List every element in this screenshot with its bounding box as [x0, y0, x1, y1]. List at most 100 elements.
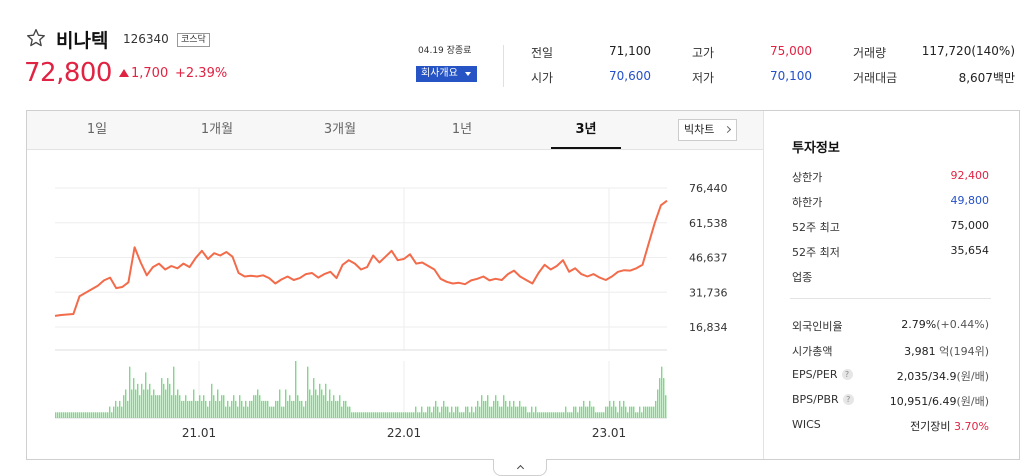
volume-bar [159, 395, 161, 418]
volume-bar [91, 412, 93, 418]
market-cap-value: 3,981 억(194위) [904, 343, 989, 359]
volume-bar [545, 412, 547, 418]
wics-value: 전기장비 3.70% [910, 418, 989, 434]
chart-panel: 1일 1개월 3개월 1년 3년 빅차트 76,440 61,538 46,637 3… [26, 110, 1020, 460]
volume-bar [625, 406, 627, 418]
volume-bar [101, 412, 103, 418]
prev-close-value: 71,100 [609, 44, 651, 58]
chevron-up-icon [516, 464, 525, 473]
tab-1m[interactable]: 1개월 [200, 122, 234, 137]
volume-bar [475, 406, 477, 418]
volume-bar [257, 389, 259, 418]
bps-pbr-label: BPS/PBR? [792, 393, 854, 406]
volume-bar [585, 406, 587, 418]
volume-bar [63, 412, 65, 418]
volume-bar [541, 412, 543, 418]
tab-3m[interactable]: 3개월 [323, 122, 357, 137]
volume-bar [591, 406, 593, 418]
volume-bar [281, 406, 283, 418]
volume-bar [115, 400, 117, 418]
volume-bar [311, 395, 313, 418]
volume-bar [651, 406, 653, 418]
volume-bar [617, 412, 619, 418]
volume-bar [93, 412, 95, 418]
volume-bar [217, 389, 219, 418]
volume-bar [235, 400, 237, 418]
volume-bar [605, 406, 607, 418]
volume-bar [185, 395, 187, 418]
volume-bar [151, 395, 153, 418]
volume-bar [539, 412, 541, 418]
volume-bar [503, 395, 505, 418]
volume-bar [381, 412, 383, 418]
volume-bar [241, 400, 243, 418]
volume-bar [147, 389, 149, 418]
volume-bar [383, 412, 385, 418]
volume-bar [395, 412, 397, 418]
help-icon[interactable]: ? [842, 394, 854, 405]
volume-bar [451, 406, 453, 418]
volume-bar [393, 412, 395, 418]
volume-bar [537, 412, 539, 418]
market-cap-number: 3,981 [904, 345, 936, 358]
volume-bar [277, 400, 279, 418]
volume-bar [429, 406, 431, 418]
volume-bar [177, 389, 179, 418]
volume-bar [483, 400, 485, 418]
volume-bar [97, 412, 99, 418]
volume-bar [137, 383, 139, 418]
volume-bar [407, 412, 409, 418]
volume-bar [219, 400, 221, 418]
volume-bar [305, 400, 307, 418]
chevron-right-icon [723, 125, 732, 134]
foreign-ratio-number: 2.79% [901, 318, 937, 331]
volume-bar [419, 412, 421, 418]
volume-bar [341, 406, 343, 418]
favorite-star-icon[interactable] [26, 28, 46, 48]
company-overview-button[interactable]: 회사개요 [416, 66, 477, 82]
volume-bar [245, 400, 247, 418]
volume-bar [343, 400, 345, 418]
volume-bar [359, 412, 361, 418]
volume-bar [465, 406, 467, 418]
tab-1d[interactable]: 1일 [86, 122, 108, 137]
volume-bar [85, 412, 87, 418]
foreign-ratio-change: (+0.44%) [936, 318, 989, 331]
volume-bar [265, 400, 267, 418]
volume-bar [361, 412, 363, 418]
volume-bar [445, 406, 447, 418]
volume-bar [319, 383, 321, 418]
tab-1y[interactable]: 1년 [451, 122, 473, 137]
wics-sector[interactable]: 전기장비 [910, 420, 951, 433]
volume-bar [663, 378, 665, 418]
volume-bar [345, 400, 347, 418]
volume-bar [179, 395, 181, 418]
volume-bar [55, 412, 57, 418]
collapse-toggle-button[interactable] [493, 459, 547, 476]
volume-bar [433, 406, 435, 418]
volume-bar [373, 412, 375, 418]
tab-3y[interactable]: 3년 [551, 111, 621, 149]
stock-code: 126340 [123, 32, 169, 46]
volume-bar [505, 400, 507, 418]
volume-bar [117, 406, 119, 418]
volume-bar [123, 395, 125, 418]
volume-bar [315, 389, 317, 418]
big-chart-button[interactable]: 빅차트 [678, 119, 737, 141]
volume-bar [619, 400, 621, 418]
bps-pbr-text: BPS/PBR [792, 393, 839, 406]
volume-bar [439, 412, 441, 418]
volume-bar [105, 412, 107, 418]
eps-per-value: 2,035/34.9(원/배) [897, 368, 989, 384]
volume-bar [291, 400, 293, 418]
market-cap-label: 시가총액 [792, 345, 833, 358]
volume-bar [517, 406, 519, 418]
x-tick-label: 23.01 [592, 426, 626, 440]
volume-bar [171, 395, 173, 418]
help-icon[interactable]: ? [841, 369, 853, 380]
volume-bar [565, 406, 567, 418]
price-change: 1,700 [131, 66, 169, 81]
volume-bar [411, 412, 413, 418]
price-chart: 76,440 61,538 46,637 31,736 16,834 21.01 22.01… [54, 182, 728, 440]
volume-bar [223, 395, 225, 418]
